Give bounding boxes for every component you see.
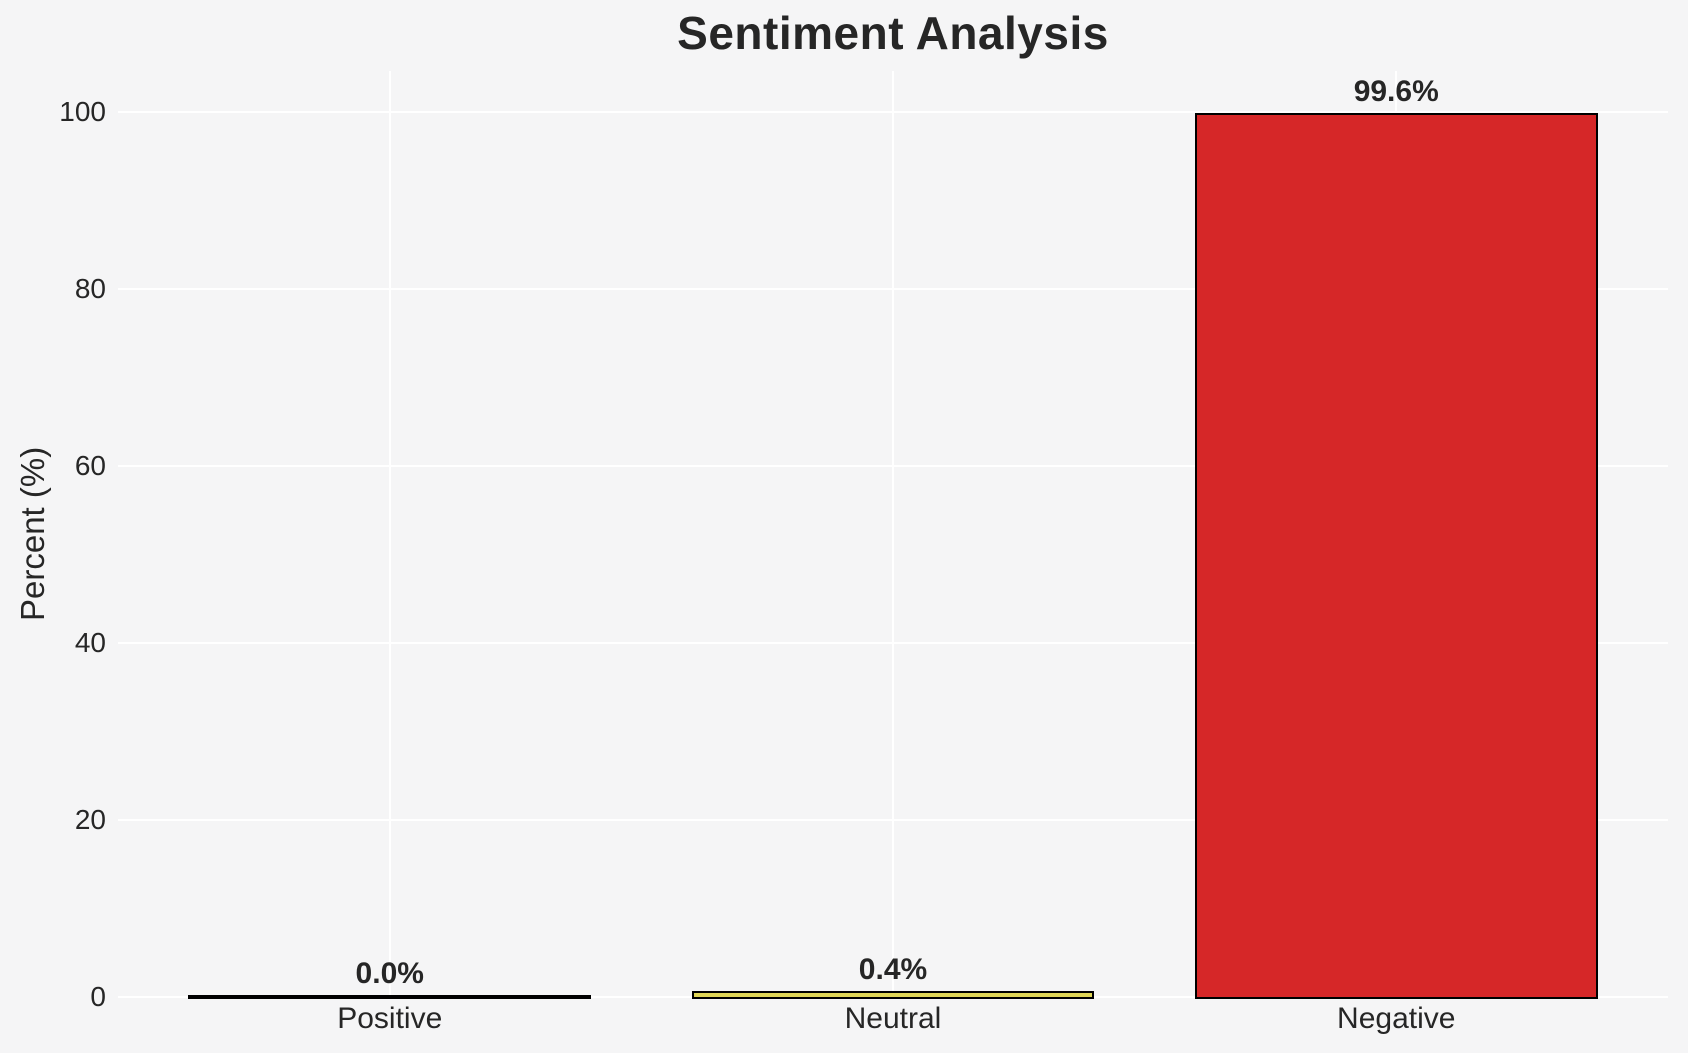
plot-area — [118, 71, 1668, 999]
y-tick-label-100: 100 — [59, 95, 106, 127]
y-tick-label-80: 80 — [74, 272, 106, 304]
x-tick-label-positive: Positive — [337, 1002, 443, 1035]
x-tick-label-negative: Negative — [1337, 1002, 1456, 1035]
bar-value-label-neutral: 0.4% — [858, 953, 928, 987]
bar-value-label-positive: 0.0% — [355, 957, 424, 990]
y-axis-label: Percent (%) — [14, 446, 51, 622]
bar-neutral — [691, 991, 1095, 999]
y-tick-label-20: 20 — [74, 803, 106, 835]
x-tick-label-neutral: Neutral — [844, 1002, 942, 1035]
bar-value-label-negative: 99.6% — [1353, 75, 1439, 109]
bar-positive — [188, 995, 592, 999]
y-tick-label-0: 0 — [90, 981, 106, 1012]
bar-negative — [1194, 113, 1598, 999]
v-gridline-positive — [388, 71, 391, 997]
chart-title: Sentiment Analysis — [677, 7, 1109, 59]
v-gridline-neutral — [892, 71, 894, 997]
y-tick-label-40: 40 — [74, 626, 106, 658]
y-tick-label-60: 60 — [74, 449, 106, 481]
